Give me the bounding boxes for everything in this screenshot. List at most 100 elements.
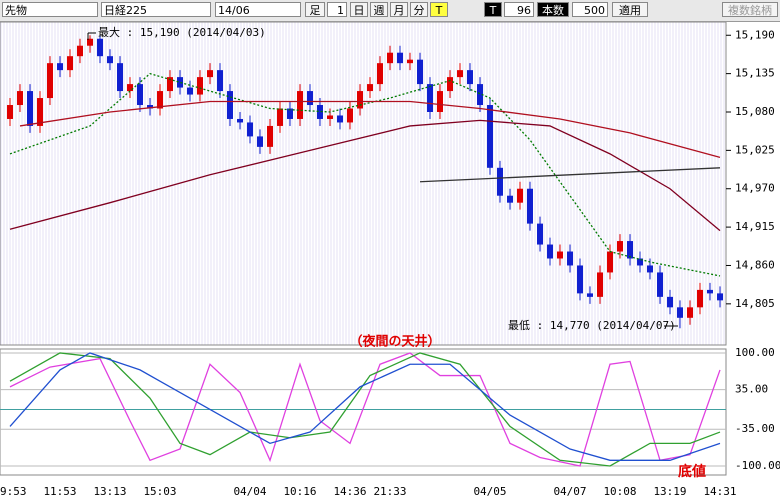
- candle-body: [197, 77, 203, 95]
- candle-body: [187, 87, 193, 95]
- market-select[interactable]: 先物: [2, 2, 98, 17]
- candle-body: [17, 91, 23, 106]
- candle-body: [337, 115, 343, 123]
- candle-body: [557, 251, 563, 259]
- candle-body: [437, 91, 443, 112]
- x-tick-label: 14:36: [333, 485, 366, 498]
- line: [9, 352, 721, 467]
- x-tick-label: 04/07: [553, 485, 586, 498]
- x-tick-label: 09:53: [0, 485, 27, 498]
- candle-body: [287, 108, 293, 119]
- candle-body: [687, 307, 693, 318]
- candle-body: [107, 56, 113, 64]
- y-tick-label: -35.00: [735, 422, 775, 435]
- candle-body: [637, 258, 643, 266]
- candle-body: [377, 63, 383, 85]
- x-tick-label: 10:16: [283, 485, 316, 498]
- week-button[interactable]: 週: [370, 2, 388, 17]
- toolbar: 先物 日経225 14/06 足 1 日 週 月 分 T T 96 本数 500…: [0, 0, 780, 22]
- candle-body: [507, 195, 513, 203]
- candle-body: [577, 265, 583, 294]
- candle-body: [477, 84, 483, 106]
- candle-body: [707, 289, 713, 294]
- line: [9, 72, 721, 277]
- candle-body: [467, 70, 473, 85]
- minute-button[interactable]: 分: [410, 2, 428, 17]
- x-tick-label: 13:19: [653, 485, 686, 498]
- line: [9, 352, 721, 461]
- candle-body: [627, 241, 633, 259]
- bottom-annotation: 底値: [678, 463, 706, 480]
- tick-button[interactable]: T: [430, 2, 448, 17]
- oscillator-panel: [0, 348, 727, 476]
- candle-body: [147, 105, 153, 109]
- candle-body: [347, 108, 353, 123]
- day-button[interactable]: 日: [350, 2, 368, 17]
- candle-body: [237, 118, 243, 123]
- candle-body: [357, 91, 363, 109]
- candle-body: [87, 38, 93, 46]
- night-top-annotation: （夜間の天井）: [349, 334, 440, 350]
- y-tick-label: 15,080: [735, 105, 775, 118]
- apply-button[interactable]: 適用: [612, 2, 648, 17]
- t-icon: T: [484, 2, 502, 17]
- candle-body: [97, 38, 103, 57]
- candle-body: [587, 293, 593, 297]
- y-tick-label: -100.00: [735, 459, 780, 472]
- candle-body: [447, 77, 453, 92]
- y-tick-label: 100.00: [735, 346, 775, 359]
- candle-body: [367, 84, 373, 92]
- candle-body: [697, 289, 703, 308]
- candle-body: [307, 91, 313, 106]
- candle-body: [327, 115, 333, 119]
- candle-body: [547, 244, 553, 259]
- month-button[interactable]: 月: [390, 2, 408, 17]
- candle-body: [677, 307, 683, 318]
- x-tick-label: 11:53: [43, 485, 76, 498]
- candle-body: [7, 105, 13, 119]
- count-label: 本数: [537, 2, 569, 17]
- x-tick-label: 14:31: [703, 485, 736, 498]
- y-tick-label: 14,805: [735, 297, 775, 310]
- candle-body: [317, 105, 323, 119]
- candle-body: [657, 272, 663, 297]
- candle-body: [257, 136, 263, 147]
- x-tick-label: 13:13: [93, 485, 126, 498]
- candle-body: [497, 167, 503, 196]
- candle-body: [667, 296, 673, 308]
- x-tick-label: 04/04: [233, 485, 266, 498]
- candle-body: [37, 98, 43, 126]
- candle-body: [517, 188, 523, 203]
- index-select[interactable]: 日経225: [101, 2, 211, 17]
- candle-body: [177, 77, 183, 88]
- y-tick-label: 14,860: [735, 258, 775, 271]
- candle-body: [217, 70, 223, 92]
- y-tick-label: 15,135: [735, 67, 775, 80]
- candle-body: [127, 84, 133, 92]
- candle-body: [417, 59, 423, 85]
- contract-select[interactable]: 14/06: [215, 2, 301, 17]
- candle-body: [47, 63, 53, 99]
- count-input[interactable]: 500: [572, 2, 608, 17]
- candle-body: [167, 77, 173, 92]
- bar-input[interactable]: 1: [327, 2, 347, 17]
- candle-body: [407, 59, 413, 64]
- candle-body: [427, 84, 433, 112]
- bar-label: 足: [305, 2, 325, 17]
- candle-body: [207, 70, 213, 78]
- t-input[interactable]: 96: [504, 2, 534, 17]
- line: [19, 100, 721, 158]
- candle-body: [297, 91, 303, 119]
- min-annotation: 最低 : 14,770 (2014/04/07): [508, 319, 676, 332]
- line: [9, 352, 721, 467]
- candle-body: [77, 45, 83, 57]
- x-tick-label: 21:33: [373, 485, 406, 498]
- candle-body: [567, 251, 573, 266]
- candle-body: [487, 105, 493, 168]
- multi-button[interactable]: 複数銘柄: [722, 2, 778, 17]
- candle-body: [527, 188, 533, 224]
- y-tick-label: 15,025: [735, 143, 775, 156]
- candle-body: [397, 52, 403, 64]
- x-tick-label: 04/05: [473, 485, 506, 498]
